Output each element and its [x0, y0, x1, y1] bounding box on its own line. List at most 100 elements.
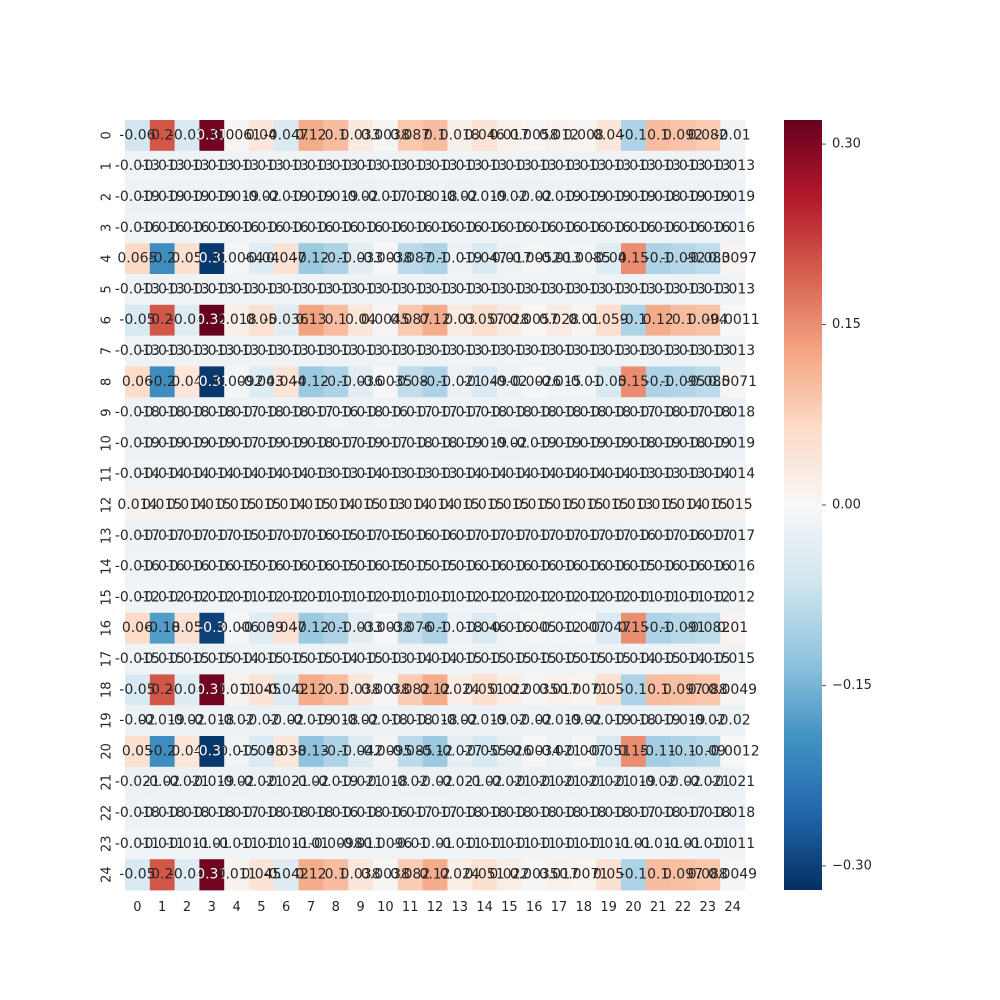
cell-value-label: -0.017: [487, 251, 532, 267]
cell-value-label: -0.016: [338, 220, 383, 236]
heatmap-cell: [348, 397, 374, 429]
heatmap-cell: [596, 766, 622, 798]
colorbar-gradient-bar: [784, 120, 822, 890]
heatmap-cell: [273, 612, 299, 644]
cell-value-label: -0.017: [487, 528, 532, 544]
cell-value-label: -0.013: [611, 343, 656, 359]
cell-value-label: -0.018: [164, 805, 209, 821]
heatmap-cell: [497, 428, 523, 460]
cell-value-label: 0.038: [341, 682, 381, 698]
heatmap-cell: [670, 520, 696, 552]
heatmap-cell: [224, 243, 250, 275]
heatmap-cell: [571, 489, 597, 521]
cell-value-label: -0.012: [487, 589, 532, 605]
heatmap-cell: [596, 736, 622, 768]
cell-value-label: 0.12: [419, 867, 450, 883]
cell-value-label: 0.0071: [559, 867, 608, 883]
heatmap-cell: [373, 612, 399, 644]
heatmap-cell: [224, 335, 250, 367]
cell-value-label: 0.082: [390, 867, 430, 883]
heatmap-cell: [571, 397, 597, 429]
heatmap-cell: [125, 551, 151, 583]
cell-value-label: 0.012: [539, 127, 579, 143]
heatmap-cell: [447, 612, 473, 644]
cell-value-label: 0.0038: [361, 682, 410, 698]
heatmap-cell: [224, 612, 250, 644]
heatmap-cell: [447, 766, 473, 798]
cell-value-label: -0.018: [363, 713, 408, 729]
heatmap-cell: [497, 181, 523, 213]
heatmap-cell: [447, 859, 473, 891]
colorbar-tick-label: 0.00: [832, 498, 861, 513]
heatmap-cell: [224, 489, 250, 521]
cell-value-label: -0.019: [536, 713, 581, 729]
cell-value-label: -0.016: [561, 559, 606, 575]
heatmap-cell: [472, 582, 498, 614]
cell-value-label: -0.013: [239, 343, 284, 359]
x-tick-label: 21: [650, 900, 667, 915]
cell-value-label: -0.015: [313, 559, 358, 575]
heatmap-cell: [720, 181, 746, 213]
heatmap-cell: [497, 612, 523, 644]
cell-value-label: -0.014: [264, 466, 309, 482]
cell-value-label: -0.019: [512, 435, 557, 451]
heatmap-cell: [596, 458, 622, 490]
heatmap-cell: [273, 366, 299, 398]
heatmap-cell: [621, 520, 647, 552]
cell-value-label: -0.01: [392, 836, 428, 852]
cell-value-label: -0.091: [660, 620, 705, 636]
heatmap-cell: [695, 304, 721, 336]
cell-value-label: 0.088: [688, 682, 728, 698]
heatmap-cell: [348, 674, 374, 706]
cell-value-label: -0.019: [685, 189, 730, 205]
heatmap-cell: [645, 335, 671, 367]
cell-value-label: 0.051: [465, 867, 505, 883]
heatmap-cell: [521, 212, 547, 244]
heatmap-cell: [199, 736, 225, 768]
heatmap-cell: [249, 766, 275, 798]
heatmap-cell: [596, 397, 622, 429]
heatmap-cell: [422, 335, 448, 367]
cell-value-label: -0.013: [412, 158, 457, 174]
cell-value-label: -0.012: [239, 589, 284, 605]
cell-value-label: -0.083: [685, 251, 730, 267]
cell-value-label: -0.016: [164, 220, 209, 236]
cell-value-label: -0.017: [636, 528, 681, 544]
heatmap-cell: [621, 612, 647, 644]
cell-value-label: -0.02: [640, 774, 676, 790]
cell-value-label: -0.1: [322, 620, 349, 636]
heatmap-cell: [224, 582, 250, 614]
cell-value-label: -0.0035: [358, 374, 412, 390]
heatmap-cell: [149, 150, 175, 182]
cell-value-label: -0.013: [437, 158, 482, 174]
cell-value-label: -0.015: [214, 559, 259, 575]
cell-value-label: 0.2: [151, 867, 173, 883]
cell-value-label: -0.0012: [706, 743, 760, 759]
heatmap-cell: [323, 674, 349, 706]
cell-value-label: -0.016: [313, 405, 358, 421]
heatmap-cell: [472, 458, 498, 490]
heatmap-cell: [695, 274, 721, 306]
heatmap-cell: [174, 120, 200, 152]
cell-value-label: 0.015: [142, 497, 182, 513]
heatmap-cell: [149, 736, 175, 768]
heatmap-cell: [497, 458, 523, 490]
heatmap-cell: [348, 150, 374, 182]
cell-value-label: -0.016: [710, 220, 755, 236]
cell-value-label: -0.016: [189, 220, 234, 236]
cell-value-label: -0.017: [437, 528, 482, 544]
cell-value-label: -0.087: [388, 251, 433, 267]
cell-value-label: -0.08: [392, 374, 428, 390]
cell-value-label: -0.018: [239, 405, 284, 421]
cell-value-label: -0.076: [388, 620, 433, 636]
heatmap-cell: [125, 643, 151, 675]
cell-value-label: -0.014: [586, 466, 631, 482]
cell-value-label: -0.09: [690, 743, 726, 759]
heatmap-cell: [720, 243, 746, 275]
heatmap-cell: [174, 397, 200, 429]
cell-value-label: -0.016: [264, 220, 309, 236]
cell-value-label: 0.06: [122, 620, 153, 636]
cell-value-label: -0.017: [437, 405, 482, 421]
cell-value-label: -0.013: [164, 158, 209, 174]
heatmap-cell: [224, 674, 250, 706]
